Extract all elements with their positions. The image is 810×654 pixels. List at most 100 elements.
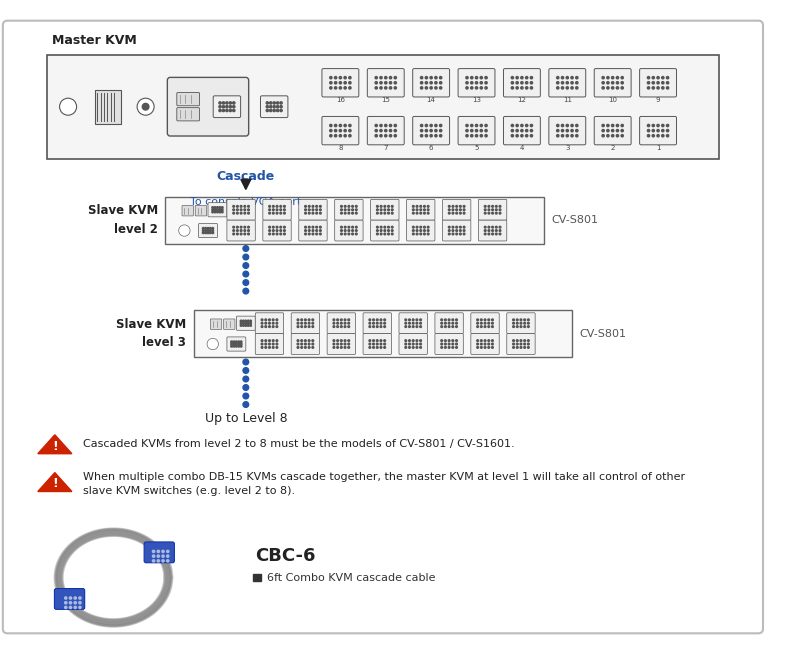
Circle shape — [269, 230, 271, 232]
Circle shape — [349, 82, 351, 84]
Circle shape — [297, 340, 299, 341]
Circle shape — [420, 230, 421, 232]
Circle shape — [273, 105, 275, 108]
Circle shape — [566, 129, 569, 131]
Circle shape — [571, 129, 573, 131]
FancyBboxPatch shape — [640, 69, 676, 97]
Circle shape — [475, 82, 478, 84]
Circle shape — [657, 124, 659, 127]
FancyBboxPatch shape — [471, 313, 499, 334]
Text: CV-S801: CV-S801 — [580, 328, 627, 339]
Circle shape — [576, 82, 578, 84]
Circle shape — [312, 326, 313, 328]
Circle shape — [241, 213, 242, 214]
Circle shape — [241, 233, 242, 235]
Circle shape — [408, 326, 411, 328]
Circle shape — [330, 87, 332, 89]
Circle shape — [333, 340, 335, 341]
Circle shape — [333, 343, 335, 345]
Circle shape — [496, 209, 497, 211]
Circle shape — [219, 105, 221, 108]
FancyBboxPatch shape — [237, 316, 255, 330]
Circle shape — [520, 326, 522, 328]
Circle shape — [249, 322, 251, 324]
Circle shape — [356, 230, 357, 232]
Circle shape — [576, 135, 578, 137]
Circle shape — [344, 135, 346, 137]
Circle shape — [330, 77, 332, 79]
Circle shape — [272, 213, 274, 214]
Circle shape — [347, 343, 350, 345]
Circle shape — [316, 213, 318, 214]
Circle shape — [380, 347, 382, 349]
Circle shape — [276, 322, 278, 324]
Circle shape — [348, 209, 350, 211]
Circle shape — [531, 82, 532, 84]
Circle shape — [241, 341, 242, 343]
Circle shape — [375, 82, 377, 84]
Circle shape — [340, 319, 342, 320]
Circle shape — [316, 205, 318, 207]
Text: Up to Level 8: Up to Level 8 — [204, 412, 287, 425]
Circle shape — [527, 343, 529, 345]
Circle shape — [380, 213, 382, 214]
Circle shape — [352, 213, 353, 214]
Circle shape — [347, 326, 350, 328]
Circle shape — [347, 340, 350, 341]
Circle shape — [388, 233, 390, 235]
Circle shape — [526, 135, 528, 137]
Circle shape — [210, 232, 211, 233]
Circle shape — [452, 340, 454, 341]
Circle shape — [319, 233, 322, 235]
Circle shape — [412, 340, 414, 341]
Circle shape — [652, 135, 654, 137]
Text: 7: 7 — [383, 145, 388, 151]
Circle shape — [517, 343, 518, 345]
Circle shape — [373, 340, 374, 341]
Circle shape — [269, 205, 271, 207]
Circle shape — [276, 105, 279, 108]
Circle shape — [339, 124, 342, 127]
Circle shape — [480, 322, 482, 324]
Circle shape — [621, 129, 624, 131]
Circle shape — [425, 77, 428, 79]
Circle shape — [394, 77, 396, 79]
Circle shape — [667, 82, 669, 84]
Circle shape — [241, 205, 242, 207]
Circle shape — [394, 82, 396, 84]
Circle shape — [667, 87, 669, 89]
Circle shape — [233, 343, 235, 345]
Circle shape — [137, 98, 154, 115]
FancyBboxPatch shape — [371, 220, 399, 241]
Circle shape — [652, 129, 654, 131]
Circle shape — [384, 226, 386, 228]
Circle shape — [520, 340, 522, 341]
Circle shape — [276, 319, 278, 320]
Circle shape — [344, 213, 346, 214]
Circle shape — [344, 322, 346, 324]
Circle shape — [420, 226, 421, 228]
Circle shape — [463, 213, 465, 214]
Polygon shape — [38, 473, 72, 492]
Circle shape — [333, 347, 335, 349]
Circle shape — [492, 347, 493, 349]
Circle shape — [245, 324, 247, 326]
Circle shape — [440, 77, 441, 79]
Circle shape — [488, 326, 489, 328]
Circle shape — [516, 87, 518, 89]
FancyBboxPatch shape — [292, 313, 320, 334]
FancyBboxPatch shape — [54, 589, 85, 610]
Circle shape — [612, 135, 614, 137]
Circle shape — [526, 77, 528, 79]
FancyBboxPatch shape — [165, 196, 544, 244]
Circle shape — [280, 109, 282, 112]
Circle shape — [270, 105, 272, 108]
Circle shape — [207, 232, 209, 233]
Text: Slave KVM: Slave KVM — [87, 204, 158, 217]
Circle shape — [420, 135, 423, 137]
Circle shape — [602, 82, 604, 84]
Text: level 2: level 2 — [114, 223, 158, 236]
Circle shape — [384, 343, 386, 345]
Circle shape — [65, 597, 67, 599]
Circle shape — [248, 230, 249, 232]
